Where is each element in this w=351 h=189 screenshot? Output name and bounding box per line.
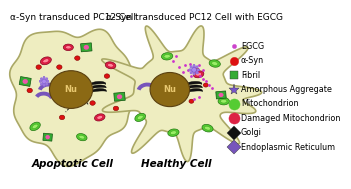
Circle shape (197, 69, 199, 71)
Ellipse shape (75, 56, 80, 60)
Ellipse shape (194, 68, 199, 72)
Text: α-Syn transduced PC12 Cell: α-Syn transduced PC12 Cell (10, 13, 136, 22)
Circle shape (43, 84, 45, 86)
Polygon shape (216, 91, 226, 99)
Ellipse shape (65, 46, 71, 49)
Ellipse shape (212, 62, 218, 65)
Ellipse shape (161, 53, 173, 60)
Text: α-Syn: α-Syn (241, 56, 264, 65)
Circle shape (190, 72, 192, 74)
Circle shape (190, 66, 192, 68)
Polygon shape (19, 77, 31, 86)
Ellipse shape (30, 122, 40, 131)
Ellipse shape (170, 131, 177, 135)
Circle shape (43, 77, 45, 79)
Polygon shape (102, 26, 261, 162)
Ellipse shape (209, 60, 220, 67)
Ellipse shape (104, 74, 110, 78)
Ellipse shape (164, 54, 170, 58)
Ellipse shape (105, 62, 116, 69)
Ellipse shape (79, 135, 85, 139)
Text: Healthy Cell: Healthy Cell (141, 159, 211, 169)
Circle shape (196, 72, 198, 74)
Ellipse shape (90, 101, 95, 105)
Ellipse shape (107, 64, 114, 67)
Polygon shape (114, 92, 125, 101)
Polygon shape (90, 85, 106, 89)
Ellipse shape (84, 45, 89, 50)
Ellipse shape (77, 134, 87, 141)
Polygon shape (10, 29, 142, 166)
Ellipse shape (189, 99, 194, 103)
Circle shape (43, 80, 45, 83)
Ellipse shape (113, 106, 119, 111)
Text: Nu: Nu (163, 85, 176, 94)
Ellipse shape (137, 115, 143, 120)
Circle shape (189, 69, 191, 71)
Ellipse shape (27, 88, 32, 93)
Ellipse shape (150, 73, 190, 107)
Polygon shape (81, 43, 92, 52)
Ellipse shape (117, 94, 122, 99)
Circle shape (41, 83, 42, 85)
Polygon shape (186, 89, 203, 93)
Circle shape (196, 66, 198, 68)
Text: Mitochondrion: Mitochondrion (241, 99, 298, 108)
Circle shape (40, 81, 41, 82)
Polygon shape (43, 133, 52, 141)
Ellipse shape (63, 44, 73, 51)
Circle shape (47, 81, 48, 82)
Circle shape (193, 73, 195, 75)
Ellipse shape (45, 135, 50, 139)
Circle shape (46, 83, 47, 85)
Text: Apoptotic Cell: Apoptotic Cell (32, 159, 114, 169)
Ellipse shape (174, 74, 179, 78)
Ellipse shape (49, 71, 93, 108)
Circle shape (193, 68, 196, 71)
Ellipse shape (219, 93, 224, 97)
Ellipse shape (204, 126, 211, 130)
Text: Amorphous Aggregate: Amorphous Aggregate (241, 85, 332, 94)
Circle shape (41, 78, 42, 80)
Ellipse shape (22, 79, 28, 84)
Ellipse shape (57, 65, 62, 69)
Ellipse shape (220, 99, 227, 103)
Polygon shape (90, 89, 106, 93)
Ellipse shape (94, 114, 105, 121)
Polygon shape (90, 81, 106, 86)
Ellipse shape (196, 73, 201, 76)
Ellipse shape (40, 57, 51, 65)
Ellipse shape (36, 65, 41, 69)
Ellipse shape (202, 124, 213, 132)
Text: EGCG: EGCG (241, 42, 264, 51)
Circle shape (193, 65, 195, 67)
Polygon shape (186, 81, 202, 86)
Ellipse shape (218, 98, 229, 105)
Text: Damaged Mitochondrion: Damaged Mitochondrion (241, 114, 340, 123)
Text: Nu: Nu (65, 85, 78, 94)
Ellipse shape (32, 124, 38, 129)
Ellipse shape (97, 115, 103, 119)
Ellipse shape (43, 59, 49, 63)
Text: Golgi: Golgi (241, 128, 261, 137)
Ellipse shape (135, 113, 146, 122)
Ellipse shape (59, 115, 65, 120)
Text: Fibril: Fibril (241, 71, 260, 80)
Text: Endoplasmic Reticulum: Endoplasmic Reticulum (241, 143, 335, 152)
Ellipse shape (203, 83, 208, 87)
Circle shape (46, 78, 47, 80)
Ellipse shape (193, 71, 204, 78)
Ellipse shape (168, 129, 179, 136)
Text: α-Syn transduced PC12 Cell with EGCG: α-Syn transduced PC12 Cell with EGCG (106, 13, 283, 22)
Polygon shape (186, 85, 202, 89)
